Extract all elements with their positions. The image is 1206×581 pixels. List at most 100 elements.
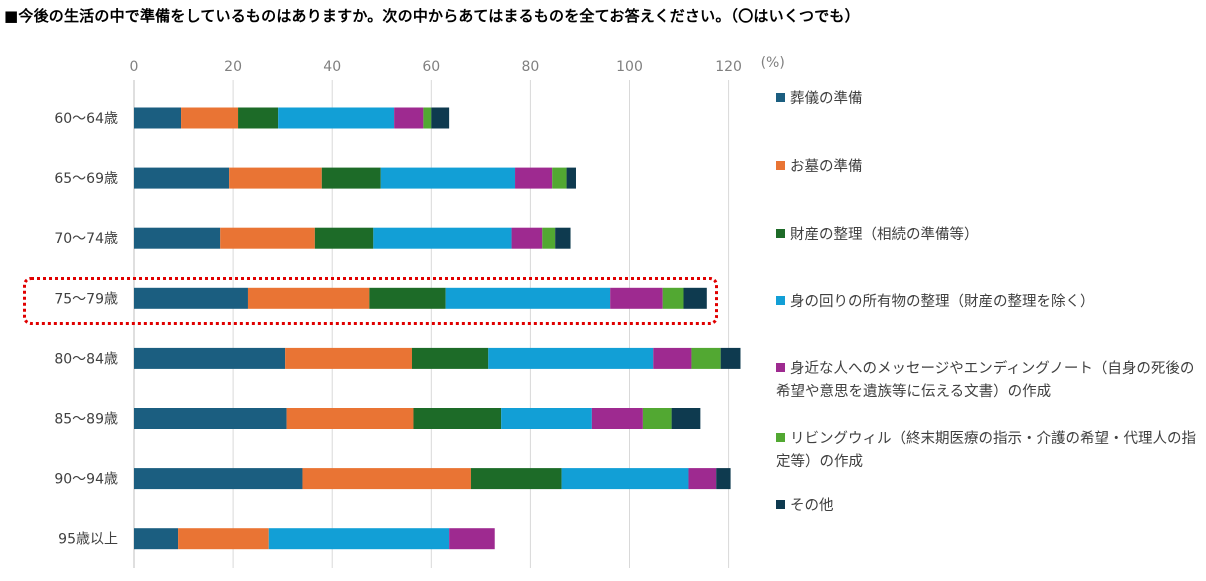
bar-segment: お墓の準備: 25.6 <box>285 347 412 369</box>
category-label: 65〜69歳 <box>54 171 118 187</box>
bar-segment: 財産の整理（相続の準備等）: 15.4 <box>411 347 489 369</box>
bar-segment: 身近な人へのメッセージやエンディングノート（自身の死後の希望や意思を遺族等に伝え… <box>515 167 553 189</box>
bar-segment: 身近な人へのメッセージやエンディングノート（自身の死後の希望や意思を遺族等に伝え… <box>511 227 543 249</box>
bar-segment: 葬儀の準備: 34 <box>134 468 303 490</box>
category-label: 75〜79歳 <box>54 291 118 307</box>
category-label: 85〜89歳 <box>54 412 118 428</box>
legend-swatch-icon <box>776 93 785 102</box>
legend-item: お墓の準備 <box>776 156 1196 179</box>
legend-swatch-icon <box>776 500 785 509</box>
bar-segment: その他: 4.7 <box>683 287 707 309</box>
legend-item: 財産の整理（相続の準備等） <box>776 224 1196 247</box>
bar-row: 葬儀の準備: 30.8お墓の準備: 25.6財産の整理（相続の準備等）: 17.… <box>134 408 701 429</box>
bar-segment: その他: 2.9 <box>716 468 731 490</box>
bar-segment: 葬儀の準備: 23 <box>134 287 248 309</box>
legend-swatch-icon <box>776 161 785 170</box>
bar-row: 葬儀の準備: 34お墓の準備: 34財産の整理（相続の準備等）: 18.3身の回… <box>134 468 731 490</box>
category-labels: 60〜64歳 65〜69歳 70〜74歳 75〜79歳 80〜84歳 85〜89歳 90〜9… <box>54 111 118 548</box>
bar-segment: お墓の準備: 24.5 <box>247 287 370 309</box>
bar-segment: 身近な人へのメッセージやエンディングノート（自身の死後の希望や意思を遺族等に伝え… <box>449 528 495 550</box>
legend-label: 財産の整理（相続の準備等） <box>790 227 979 243</box>
bar-row: 葬儀の準備: 17.4お墓の準備: 19.1財産の整理（相続の準備等）: 11.… <box>134 227 571 249</box>
bar-segment: 財産の整理（相続の準備等）: 15.4 <box>369 287 446 309</box>
legend-item: その他 <box>776 495 1196 518</box>
bar-segment: リビングウィル（終末期医療の指示・介護の希望・代理人の指定等）の作成: 5.9 <box>691 347 721 369</box>
x-tick-label: 20 <box>224 59 242 75</box>
bar-row: 葬儀の準備: 23お墓の準備: 24.5財産の整理（相続の準備等）: 15.4身… <box>134 287 707 309</box>
bar-segment: その他: 4 <box>720 347 741 369</box>
bar-segment: お墓の準備: 19.1 <box>220 227 315 249</box>
bar-segment: お墓の準備: 11.5 <box>181 107 239 129</box>
legend-label: リビングウィル（終末期医療の指示・介護の希望・代理人の指定等）の作成 <box>776 431 1196 470</box>
bar-segment: 財産の整理（相続の準備等）: 8.1 <box>238 107 279 129</box>
bar-segment: 身近な人へのメッセージやエンディングノート（自身の死後の希望や意思を遺族等に伝え… <box>688 468 717 490</box>
legend-swatch-icon <box>776 229 785 238</box>
legend-item: 葬儀の準備 <box>776 88 1196 111</box>
legend-swatch-icon <box>776 433 785 442</box>
bar-segment: 身の回りの所有物の整理（財産の整理を除く）: 27.9 <box>373 227 512 249</box>
bar-segment: 身の回りの所有物の整理（財産の整理を除く）: 33.2 <box>445 287 611 309</box>
legend-label: お墓の準備 <box>790 159 863 175</box>
bar-segment: 身近な人へのメッセージやエンディングノート（自身の死後の希望や意思を遺族等に伝え… <box>394 107 424 129</box>
category-label: 70〜74歳 <box>54 231 118 247</box>
bar-segment: 身の回りの所有物の整理（財産の整理を除く）: 27.1 <box>380 167 516 189</box>
bar-segment: 葬儀の準備: 19.2 <box>134 167 230 189</box>
bar-row: 葬儀の準備: 19.2お墓の準備: 18.7財産の整理（相続の準備等）: 11.… <box>134 167 576 189</box>
bar-segment: リビングウィル（終末期医療の指示・介護の希望・代理人の指定等）の作成: 1.6 <box>423 107 432 129</box>
bar-segment: その他: 3.6 <box>431 107 450 129</box>
bar-segment: 身の回りの所有物の整理（財産の整理を除く）: 18.3 <box>501 408 592 429</box>
legend-item: リビングウィル（終末期医療の指示・介護の希望・代理人の指定等）の作成 <box>776 428 1196 474</box>
bars: 葬儀の準備: 9.5お墓の準備: 11.5財産の整理（相続の準備等）: 8.1身… <box>134 107 741 550</box>
x-tick-label: 80 <box>521 59 539 75</box>
x-tick-label: 100 <box>616 59 643 75</box>
chart-title: ■今後の生活の中で準備をしているものはありますか。次の中からあてはまるものを全て… <box>4 7 860 25</box>
bar-segment: 葬儀の準備: 17.4 <box>134 227 221 249</box>
bar-segment: お墓の準備: 34 <box>302 468 471 490</box>
bar-segment: 葬儀の準備: 8.9 <box>134 528 179 550</box>
bar-segment: お墓の準備: 18.3 <box>178 528 269 550</box>
x-tick-label: 40 <box>323 59 341 75</box>
bar-segment: リビングウィル（終末期医療の指示・介護の希望・代理人の指定等）の作成: 5.8 <box>642 408 672 429</box>
bar-segment: その他: 3.1 <box>555 227 571 249</box>
bar-segment: お墓の準備: 18.7 <box>229 167 322 189</box>
bar-segment: 葬儀の準備: 30.8 <box>134 408 287 429</box>
bar-row: 葬儀の準備: 30.5お墓の準備: 25.6財産の整理（相続の準備等）: 15.… <box>134 347 741 369</box>
bar-segment: リビングウィル（終末期医療の指示・介護の希望・代理人の指定等）の作成: 2.9 <box>552 167 567 189</box>
legend-label: 身近な人へのメッセージやエンディングノート（自身の死後の希望や意思を遺族等に伝え… <box>776 361 1195 400</box>
bar-segment: その他: 5.8 <box>671 408 701 429</box>
bar-segment: 身近な人へのメッセージやエンディングノート（自身の死後の希望や意思を遺族等に伝え… <box>591 408 643 429</box>
x-tick-label: 0 <box>130 59 139 75</box>
category-label: 90〜94歳 <box>54 472 118 488</box>
unit-label: (%) <box>761 55 785 71</box>
legend-item: 身の回りの所有物の整理（財産の整理を除く） <box>776 291 1196 314</box>
highlight-box-75-79 <box>23 277 718 325</box>
bar-segment: 財産の整理（相続の準備等）: 11.8 <box>314 227 374 249</box>
bar-segment: 財産の整理（相続の準備等）: 11.9 <box>321 167 381 189</box>
bar-row: 葬儀の準備: 9.5お墓の準備: 11.5財産の整理（相続の準備等）: 8.1身… <box>134 107 450 129</box>
legend-label: 葬儀の準備 <box>790 91 863 107</box>
x-tick-label: 120 <box>715 59 742 75</box>
category-label: 95歳以上 <box>58 532 118 548</box>
bar-segment: 葬儀の準備: 30.5 <box>134 347 286 369</box>
x-tick-label: 60 <box>422 59 440 75</box>
bar-segment: その他: 1.9 <box>566 167 576 189</box>
bar-segment: 身の回りの所有物の整理（財産の整理を除く）: 36.4 <box>268 528 450 550</box>
bar-segment: 身の回りの所有物の整理（財産の整理を除く）: 23.4 <box>278 107 395 129</box>
bar-segment: 葬儀の準備: 9.5 <box>134 107 182 129</box>
category-label: 80〜84歳 <box>54 351 118 367</box>
bar-segment: 身近な人へのメッセージやエンディングノート（自身の死後の希望や意思を遺族等に伝え… <box>653 347 692 369</box>
bar-segment: リビングウィル（終末期医療の指示・介護の希望・代理人の指定等）の作成: 2.6 <box>542 227 556 249</box>
bar-segment: 財産の整理（相続の準備等）: 17.7 <box>413 408 502 429</box>
x-axis-ticks: 0 20 40 60 80 100 120 (%) <box>130 55 785 75</box>
bar-segment: 身の回りの所有物の整理（財産の整理を除く）: 25.6 <box>561 468 689 490</box>
legend-swatch-icon <box>776 296 785 305</box>
legend-swatch-icon <box>776 363 785 372</box>
legend-label: その他 <box>790 498 834 514</box>
category-label: 60〜64歳 <box>54 111 118 127</box>
bar-row: 葬儀の準備: 8.9お墓の準備: 18.3身の回りの所有物の整理（財産の整理を除… <box>134 528 495 550</box>
bar-segment: 身近な人へのメッセージやエンディングノート（自身の死後の希望や意思を遺族等に伝え… <box>610 287 663 309</box>
bar-segment: お墓の準備: 25.6 <box>286 408 414 429</box>
bar-segment: 身の回りの所有物の整理（財産の整理を除く）: 33.3 <box>488 347 654 369</box>
legend-label: 身の回りの所有物の整理（財産の整理を除く） <box>790 294 1095 310</box>
